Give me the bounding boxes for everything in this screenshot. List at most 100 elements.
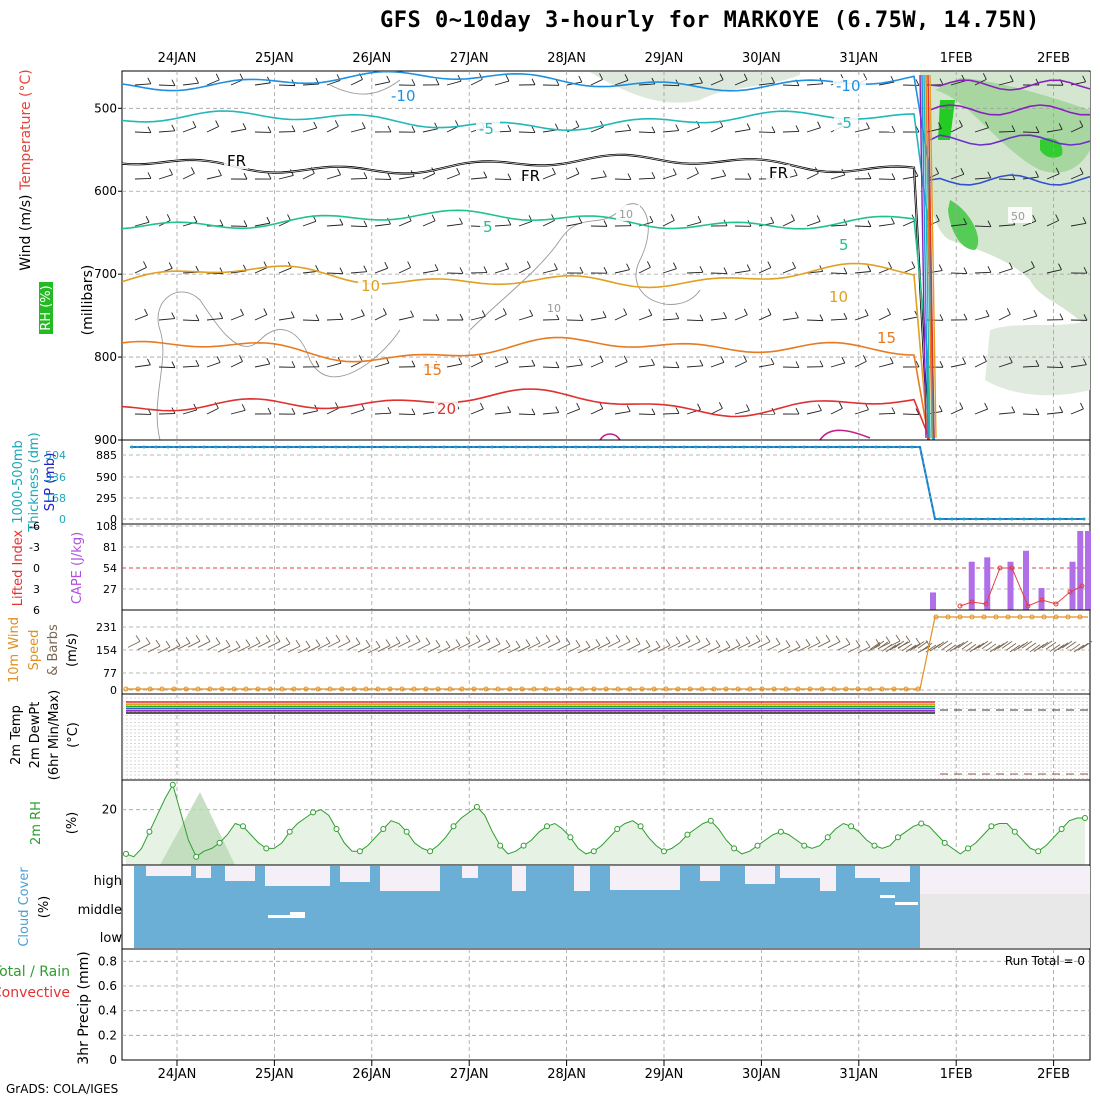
wind-barb: [949, 644, 961, 652]
wind-barb-flag: [145, 216, 150, 223]
wind-barb: [518, 315, 533, 321]
wind-speed-marker: [639, 686, 645, 692]
wind-barb: [905, 644, 917, 653]
thickness-marker: [974, 517, 978, 521]
wind-barb-flag: [1011, 125, 1016, 132]
thickness-marker: [874, 445, 878, 449]
wind-barb-flag: [1083, 314, 1088, 321]
wind-speed-marker: [663, 686, 669, 692]
wind-barb: [254, 363, 270, 368]
wind-barb-flag: [746, 123, 751, 130]
wind-barb-flag: [985, 309, 990, 317]
wind-barb: [758, 314, 772, 321]
wind-speed-marker: [267, 686, 273, 692]
thickness-marker: [382, 445, 386, 449]
wind-barb-flag: [938, 122, 942, 129]
wind-barb-flag: [1030, 261, 1035, 268]
wind-barb: [974, 127, 989, 133]
contour-label-bg: [836, 237, 851, 253]
wind-barb: [398, 316, 414, 321]
wind-barb-flag: [219, 312, 224, 319]
thickness-marker: [430, 445, 434, 449]
contour-label: FR: [769, 164, 788, 182]
wind-barb: [873, 640, 885, 649]
wind-barb-flag: [771, 407, 776, 415]
wind-barb: [969, 644, 981, 653]
wind-barb: [614, 269, 630, 274]
wind-barb: [1053, 644, 1065, 653]
wind-speed-marker: [471, 686, 477, 692]
rh-marker: [333, 826, 340, 832]
wind-barb: [854, 271, 871, 274]
wind-barb-flag: [382, 308, 387, 315]
wind-barb: [686, 221, 702, 227]
thickness-marker: [130, 445, 134, 449]
wind-barb-flag: [355, 637, 361, 644]
contour-label: -10: [836, 77, 861, 95]
cape-bar: [1038, 588, 1045, 610]
wind-barb: [662, 412, 679, 415]
wind-barb: [647, 646, 661, 654]
x-tick-label: 31JAN: [839, 1067, 878, 1082]
wind-barb: [662, 174, 677, 180]
wind-barb: [326, 318, 343, 321]
wind-barb: [782, 84, 799, 87]
wind-barb-flag: [579, 266, 584, 274]
rh-area: [126, 784, 1085, 865]
wind-barb: [878, 314, 891, 321]
thickness-marker: [718, 445, 722, 449]
thickness-marker: [730, 445, 734, 449]
rh-contour: [156, 291, 401, 440]
wind-barb: [326, 174, 341, 180]
wind-barb: [981, 641, 993, 650]
wind-barb-flag: [435, 639, 441, 647]
wind-barb: [830, 224, 847, 227]
wind-barb: [177, 642, 191, 650]
wind-barb-flag: [455, 120, 459, 127]
wind-barb: [710, 79, 724, 86]
rh-marker: [1011, 828, 1018, 835]
wind-barb: [542, 220, 555, 227]
y-axis-label: (%): [37, 896, 52, 919]
wind-barb-flag: [816, 215, 821, 222]
wind-barb-flag: [291, 361, 296, 368]
wind-barb: [614, 314, 627, 321]
wind-barb: [710, 272, 727, 275]
rh-marker: [310, 809, 317, 816]
rh-marker: [988, 823, 995, 830]
wind-barb: [1025, 642, 1037, 651]
wind-barb: [206, 175, 222, 180]
wind-barb: [590, 361, 604, 368]
wind-barb: [446, 173, 460, 180]
wind-barb-flag: [767, 308, 772, 315]
wind-barb: [998, 412, 1015, 415]
wind-speed-marker: [555, 686, 561, 692]
wind-barb: [902, 316, 918, 321]
y-tick-label: 800: [94, 350, 117, 364]
contour-label-bg: [616, 205, 640, 221]
y-tick-label-left: -6: [29, 520, 40, 533]
wind-barb-flag: [795, 361, 800, 368]
rh-marker: [754, 842, 761, 849]
wind-barb: [806, 319, 823, 322]
wind-speed-marker: [447, 686, 453, 692]
wind-barb-flag: [267, 172, 272, 180]
thickness-marker: [682, 445, 686, 449]
wind-barb-flag: [615, 634, 621, 642]
wind-barb-flag: [411, 79, 416, 86]
wind-barb-flag: [815, 636, 821, 643]
thickness-marker: [646, 445, 650, 449]
thickness-marker: [358, 445, 362, 449]
y-axis-label: (°C): [66, 722, 81, 748]
wind-barb-flag: [459, 217, 463, 225]
wind-speed-marker: [507, 686, 513, 692]
wind-barb-flag: [240, 308, 244, 316]
wind-barb: [206, 317, 223, 321]
wind-barb-flag: [475, 634, 481, 642]
wind-barb: [167, 645, 181, 653]
wind-barb-flag: [526, 261, 531, 268]
wind-speed-marker: [687, 686, 693, 692]
wind-barb-flag: [553, 263, 558, 270]
rh-marker: [941, 839, 948, 846]
wind-barb-flag: [697, 215, 702, 223]
